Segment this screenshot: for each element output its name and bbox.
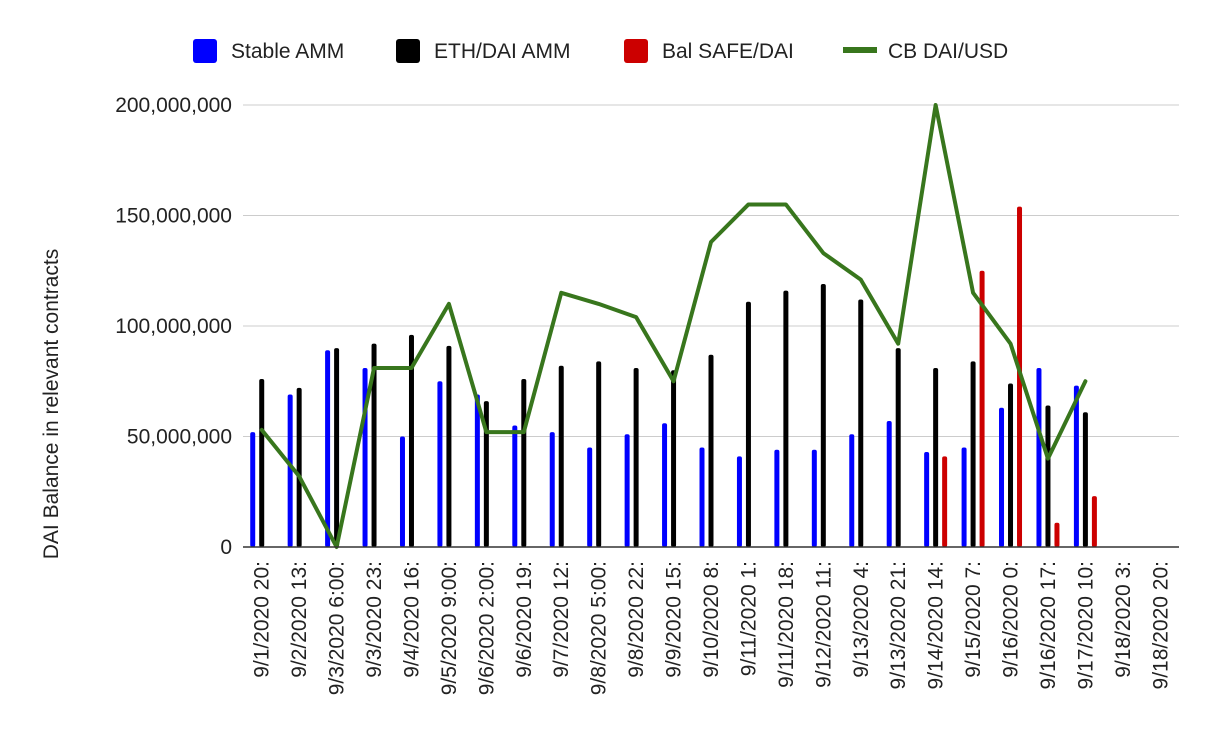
y-tick-label: 100,000,000 [115, 315, 232, 338]
bar-bal-safe-dai-22 [1091, 496, 1097, 547]
legend: Stable AMM ETH/DAI AMM Bal SAFE/DAI CB DAI/… [193, 39, 1008, 63]
line-cb-dai-usd [259, 103, 1088, 549]
bar-eth-dai-amm-3 [371, 343, 377, 547]
x-tick-label: 9/1/2020 20: [251, 561, 274, 678]
bar-stable-amm-0 [250, 432, 256, 547]
x-tick-label: 9/4/2020 16: [400, 561, 423, 678]
bar-eth-dai-amm-17 [895, 348, 901, 547]
y-tick-label: 200,000,000 [115, 94, 232, 117]
bar-eth-dai-amm-5 [446, 345, 452, 547]
x-tick-label: 9/5/2020 9:00: [438, 561, 461, 695]
x-tick-label: 9/16/2020 17: [1037, 561, 1060, 689]
bar-stable-amm-20 [999, 407, 1005, 547]
x-tick-label: 9/8/2020 22: [625, 561, 648, 678]
bar-bal-safe-dai-21 [1054, 522, 1060, 547]
bar-stable-amm-22 [1073, 385, 1079, 547]
x-tick-label: 9/2/2020 13: [288, 561, 311, 678]
bar-series-group [250, 206, 1097, 547]
x-tick-label: 9/9/2020 15: [663, 561, 686, 678]
x-tick-label: 9/11/2020 1: [737, 561, 760, 676]
bar-stable-amm-14 [774, 449, 780, 547]
bar-eth-dai-amm-12 [708, 354, 714, 547]
x-tick-label: 9/7/2020 12: [550, 561, 573, 678]
bar-bal-safe-dai-18 [942, 456, 948, 547]
bar-eth-dai-amm-10 [633, 367, 639, 547]
bar-eth-dai-amm-8 [558, 365, 564, 547]
bar-stable-amm-19 [961, 447, 967, 547]
x-tick-label: 9/10/2020 8: [700, 561, 723, 678]
bar-stable-amm-18 [924, 451, 930, 547]
bar-eth-dai-amm-14 [783, 290, 789, 547]
bar-eth-dai-amm-9 [596, 361, 602, 547]
x-tick-label: 9/11/2020 18: [775, 561, 798, 688]
bar-eth-dai-amm-7 [521, 379, 527, 547]
bar-stable-amm-8 [549, 432, 555, 547]
bar-eth-dai-amm-6 [483, 401, 489, 547]
y-tick-label: 150,000,000 [115, 205, 232, 228]
bar-eth-dai-amm-13 [745, 301, 751, 547]
bar-eth-dai-amm-0 [259, 379, 265, 547]
line-series-group [259, 103, 1088, 549]
bar-eth-dai-amm-19 [970, 361, 976, 547]
x-tick-label: 9/15/2020 7: [962, 561, 985, 678]
x-tick-label: 9/12/2020 11: [812, 561, 835, 688]
bar-eth-dai-amm-15 [820, 284, 826, 547]
bar-stable-amm-10 [624, 434, 630, 547]
legend-swatch-eth-dai-amm [396, 39, 420, 63]
y-tick-label: 50,000,000 [127, 426, 232, 449]
bar-stable-amm-15 [811, 449, 817, 547]
legend-label-bal-safe-dai: Bal SAFE/DAI [662, 40, 794, 63]
bar-stable-amm-12 [699, 447, 705, 547]
bar-stable-amm-4 [399, 436, 405, 547]
legend-swatch-bal-safe-dai [624, 39, 648, 63]
x-tick-label: 9/3/2020 23: [363, 561, 386, 678]
bar-stable-amm-1 [287, 394, 293, 547]
x-tick-label: 9/13/2020 4: [850, 561, 873, 678]
bar-eth-dai-amm-4 [408, 334, 414, 547]
bar-stable-amm-7 [512, 425, 518, 547]
bar-eth-dai-amm-20 [1008, 383, 1014, 547]
x-tick-label: 9/14/2020 14: [925, 561, 948, 689]
x-tick-label: 9/8/2020 5:00: [588, 561, 611, 695]
bar-stable-amm-11 [662, 423, 668, 547]
bar-eth-dai-amm-22 [1082, 412, 1088, 547]
legend-swatch-stable-amm [193, 39, 217, 63]
x-tick-label: 9/17/2020 10: [1074, 561, 1097, 689]
bar-eth-dai-amm-1 [296, 387, 302, 547]
y-axis-title: DAI Balance in relevant contracts [40, 249, 63, 560]
bar-stable-amm-21 [1036, 367, 1042, 547]
bar-stable-amm-13 [736, 456, 742, 547]
legend-label-cb-dai-usd: CB DAI/USD [888, 40, 1008, 63]
bar-bal-safe-dai-19 [979, 270, 985, 547]
bar-stable-amm-2 [325, 350, 331, 547]
x-tick-label: 9/3/2020 6:00: [326, 561, 349, 695]
bar-eth-dai-amm-11 [671, 370, 677, 547]
bar-eth-dai-amm-18 [933, 367, 939, 547]
legend-label-eth-dai-amm: ETH/DAI AMM [434, 40, 571, 63]
x-tick-label: 9/6/2020 2:00: [475, 561, 498, 695]
x-tick-label: 9/6/2020 19: [513, 561, 536, 678]
bar-stable-amm-9 [587, 447, 593, 547]
x-tick-label: 9/13/2020 21: [887, 561, 910, 689]
bar-eth-dai-amm-16 [858, 299, 864, 547]
bar-eth-dai-amm-2 [334, 348, 340, 547]
bar-eth-dai-amm-21 [1045, 405, 1051, 547]
y-tick-label: 0 [220, 536, 232, 559]
axes: 0 50,000,000 100,000,000 150,000,000 200,000… [115, 94, 1179, 695]
bar-stable-amm-5 [437, 381, 443, 547]
x-tick-label: 9/18/2020 3: [1112, 561, 1135, 678]
x-tick-label: 9/18/2020 20: [1149, 561, 1172, 689]
bar-stable-amm-16 [849, 434, 855, 547]
x-tick-label: 9/16/2020 0: [1000, 561, 1023, 678]
legend-label-stable-amm: Stable AMM [231, 40, 344, 63]
bar-stable-amm-17 [886, 421, 892, 547]
legend-swatch-cb-dai-usd [843, 47, 877, 53]
bar-stable-amm-6 [474, 394, 480, 547]
